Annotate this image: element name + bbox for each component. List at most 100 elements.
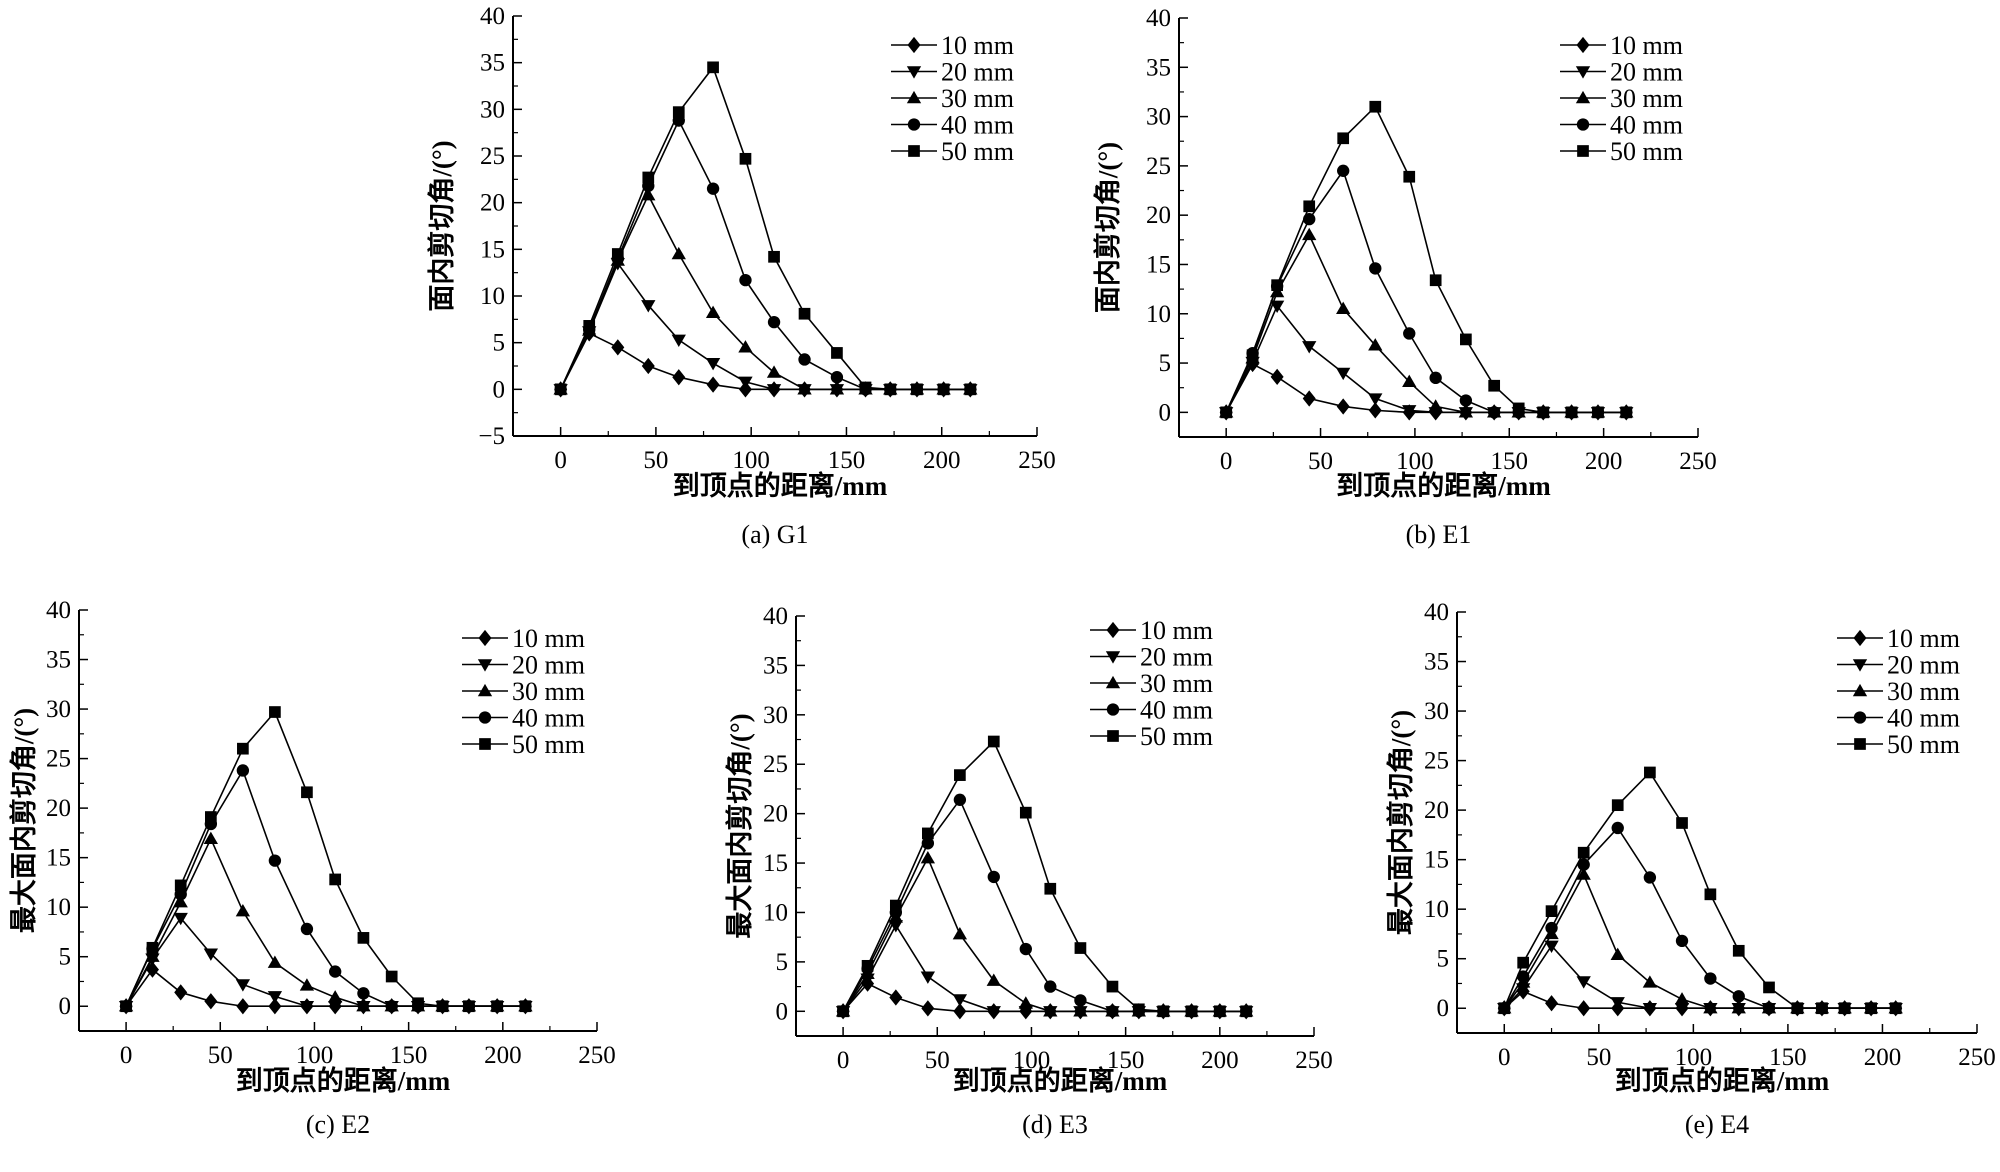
y-tick-label: 15 [1146,251,1171,278]
legend-marker [1107,730,1119,742]
legend-item: 30 mm [1837,677,1960,706]
legend-marker [479,738,491,750]
data-point [236,764,250,777]
x-tick-label: 50 [208,1042,233,1069]
legend-item: 30 mm [462,677,585,706]
y-tick-label: 40 [46,597,71,624]
data-point [328,990,343,1003]
data-point [672,369,686,386]
data-point [766,384,782,397]
x-tick-label: 250 [1958,1044,1996,1071]
y-tick-label: 30 [480,96,505,123]
data-point [1019,806,1032,819]
y-tick-label: 10 [763,899,788,926]
y-axis-label: 最大面内剪切角/(°) [1385,710,1416,935]
series-20mm [835,920,1254,1019]
x-axis-label: 到顶点的距离/mm [1615,1065,1830,1096]
legend-label: 20 mm [1140,643,1213,672]
data-point [1577,1000,1591,1017]
data-point [671,334,686,348]
data-point [1403,170,1416,183]
data-point [1517,956,1530,969]
legend-label: 40 mm [1140,696,1213,725]
legend-label: 50 mm [1610,137,1683,166]
data-point [205,811,217,823]
y-tick-label: 25 [763,751,788,778]
y-tick-label: 35 [1424,649,1449,676]
y-tick-label: 20 [46,795,71,822]
series-line [1503,872,1896,1010]
legend-item: 20 mm [1090,643,1213,672]
data-point [1611,799,1624,812]
x-tick-label: 0 [1498,1044,1511,1071]
data-point [1429,274,1442,287]
data-point [1577,846,1590,859]
x-tick-label: 100 [1396,448,1434,475]
legend-item: 40 mm [462,704,585,733]
data-point [1106,1005,1119,1018]
y-tick-label: 20 [480,190,505,217]
y-tick-label: 40 [480,3,505,30]
data-point [1271,279,1283,292]
y-tick-label: 15 [1424,847,1449,874]
legend-marker [1575,90,1591,104]
data-point [301,786,313,799]
data-point [328,965,342,978]
x-tick-label: 50 [643,447,668,474]
data-point [1610,997,1625,1010]
chart-title: (b) E1 [1406,520,1472,549]
data-point [1611,821,1624,835]
legend-item: 20 mm [1560,58,1683,87]
data-point [1545,921,1558,935]
data-point [145,949,160,962]
y-tick-label: 20 [1424,797,1449,824]
series-20mm [553,258,978,397]
x-tick-label: 0 [1220,448,1233,475]
data-point [1402,405,1417,418]
legend-marker [1852,683,1868,697]
data-point [642,171,655,184]
data-point [1545,905,1558,918]
data-point [1336,367,1351,381]
y-tick-label: −5 [478,423,505,450]
legend-marker [906,90,922,104]
data-point [920,850,936,864]
data-point [1044,980,1057,993]
data-point [987,735,1000,748]
data-point [1336,398,1350,415]
x-tick-label: 100 [1013,1047,1051,1074]
data-point [738,376,753,390]
series-line [842,923,1247,1013]
x-tick-label: 150 [390,1042,428,1069]
data-point [412,997,424,1010]
data-point [174,879,187,892]
data-point [203,831,219,845]
data-point [889,899,902,912]
legend-marker [477,683,493,697]
y-tick-label: 0 [1437,995,1450,1022]
y-tick-label: 25 [46,746,71,773]
data-point [1018,996,1033,1009]
chart-title: (a) G1 [741,520,808,549]
x-tick-label: 200 [1201,1047,1239,1074]
legend-item: 50 mm [462,730,585,759]
x-tick-label: 200 [923,447,961,474]
legend-marker [1106,703,1120,716]
y-tick-label: 35 [1146,54,1171,81]
y-tick-label: 5 [1159,350,1172,377]
data-point [964,383,977,396]
data-point [357,932,370,944]
data-point [798,307,811,320]
data-point [766,365,782,378]
data-point [173,895,188,908]
series-20mm [1219,300,1634,420]
data-point [739,152,752,165]
legend-marker [1105,651,1121,664]
data-point [953,1003,967,1020]
data-point [356,999,371,1012]
data-point [1074,942,1087,954]
data-point [267,955,283,968]
y-tick-label: 0 [493,376,506,403]
data-point [830,371,844,384]
chart-title: (e) E4 [1685,1110,1749,1139]
